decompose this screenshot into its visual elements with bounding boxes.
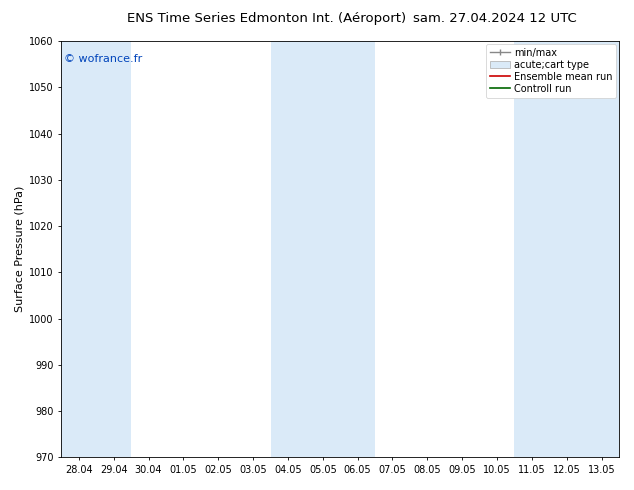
Bar <box>61 41 131 457</box>
Text: © wofrance.fr: © wofrance.fr <box>64 53 143 64</box>
Y-axis label: Surface Pressure (hPa): Surface Pressure (hPa) <box>15 186 25 313</box>
Legend: min/max, acute;cart type, Ensemble mean run, Controll run: min/max, acute;cart type, Ensemble mean … <box>486 44 616 98</box>
Text: ENS Time Series Edmonton Int. (Aéroport): ENS Time Series Edmonton Int. (Aéroport) <box>127 12 406 25</box>
Text: sam. 27.04.2024 12 UTC: sam. 27.04.2024 12 UTC <box>413 12 576 25</box>
Bar <box>271 41 375 457</box>
Bar <box>514 41 619 457</box>
